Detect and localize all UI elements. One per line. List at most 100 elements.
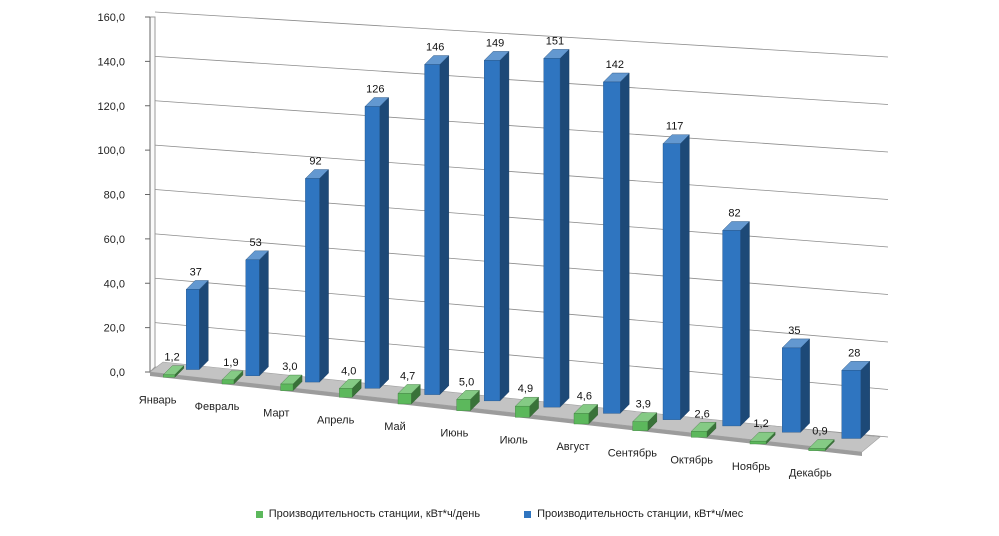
y-tick-label: 0,0 [110,367,125,379]
data-label-monthly: 82 [728,207,740,219]
bar-monthly [543,58,561,408]
bar-monthly-side [620,72,630,414]
x-tick-label: Март [263,408,289,420]
x-tick-label: Апрель [317,414,355,426]
data-label-daily: 4,7 [400,370,415,382]
data-label-daily: 0,9 [812,426,827,438]
data-label-monthly: 37 [190,266,202,278]
side-wall [149,16,156,374]
data-label-daily: 1,9 [223,357,238,369]
bar-monthly-side [439,55,449,396]
bar-monthly [424,64,441,395]
data-label-monthly: 151 [546,35,564,47]
bar-daily [808,448,826,451]
data-label-monthly: 35 [788,325,800,337]
bar-monthly-side [259,250,269,377]
bar-daily [456,399,471,411]
data-label-monthly: 117 [666,121,684,133]
bar-monthly-side [379,97,389,389]
data-label-daily: 4,6 [577,390,592,402]
bar-monthly-side [740,221,750,427]
gridline [154,11,889,58]
legend: Производительность станции, кВт*ч/день П… [0,508,999,520]
gridline [154,55,889,105]
gridline [154,189,889,248]
legend-label-daily: Производительность станции, кВт*ч/день [268,508,481,520]
legend-item-daily: Производительность станции, кВт*ч/день [255,508,481,520]
x-tick-label: Август [556,441,589,453]
x-tick-label: Июнь [440,428,468,440]
y-tick-label: 60,0 [104,234,125,246]
bar-daily [397,393,412,405]
bar-monthly-side [860,360,870,439]
bar-monthly [841,370,861,439]
gridline [154,144,889,200]
data-label-monthly: 149 [486,37,504,49]
data-label-daily: 3,9 [636,399,651,411]
data-label-daily: 5,0 [459,376,474,388]
data-label-daily: 4,9 [518,383,533,395]
gridline [154,100,889,153]
bar-daily [515,406,530,418]
bar-daily [221,379,235,385]
gridline [154,322,889,390]
data-label-daily: 4,0 [341,365,356,377]
data-label-daily: 1,2 [753,418,768,430]
y-tick-label: 120,0 [97,101,125,113]
bar-monthly [484,60,501,402]
x-tick-label: Октябрь [670,454,713,466]
bar-monthly [245,259,260,377]
data-label-monthly: 28 [848,347,860,359]
x-tick-label: Декабрь [789,468,832,480]
data-label-monthly: 142 [606,59,624,71]
bar-monthly-side [199,279,209,371]
bar-daily [749,441,767,445]
bar-monthly [722,230,741,427]
gridline [154,233,889,295]
legend-swatch-daily [255,510,263,518]
bar-daily [632,421,649,431]
bar-monthly-side [319,169,329,383]
y-tick-label: 20,0 [104,323,125,335]
data-label-daily: 3,0 [282,361,297,373]
bar-monthly-side [800,338,810,433]
floor-edge [150,372,862,456]
data-label-daily: 1,2 [164,352,179,364]
y-tick-label: 140,0 [97,56,125,68]
bar-monthly-side [499,50,510,402]
x-tick-label: Февраль [195,401,240,413]
data-label-monthly: 146 [426,42,444,54]
legend-swatch-monthly [524,510,532,518]
y-tick-label: 100,0 [97,145,125,157]
y-tick-label: 80,0 [104,190,125,202]
data-label-daily: 2,6 [695,408,710,420]
bar-monthly [662,143,681,420]
bar-daily [280,383,294,391]
bar-monthly-side [680,134,690,421]
x-tick-label: Июль [500,434,528,446]
x-tick-label: Сентябрь [608,448,658,460]
x-tick-label: Май [384,421,406,433]
x-tick-label: Ноябрь [732,461,770,473]
data-label-monthly: 126 [366,84,384,96]
bar-daily [691,431,708,438]
bar-monthly [603,81,621,414]
bar-monthly [364,106,380,389]
y-tick-label: 40,0 [104,278,125,290]
bar-daily [163,374,175,378]
bar-monthly [185,289,200,370]
bar-daily [573,413,589,425]
bar-daily [339,388,353,398]
x-tick-label: Январь [139,394,177,406]
legend-label-monthly: Производительность станции, кВт*ч/мес [537,508,744,520]
bar-monthly [782,347,801,433]
gridline [154,277,889,343]
legend-item-monthly: Производительность станции, кВт*ч/мес [524,508,743,520]
bar-monthly [305,178,320,383]
y-tick-label: 160,0 [97,12,125,24]
bar-monthly-side [559,48,570,408]
data-label-monthly: 92 [309,156,321,168]
data-label-monthly: 53 [249,237,261,249]
